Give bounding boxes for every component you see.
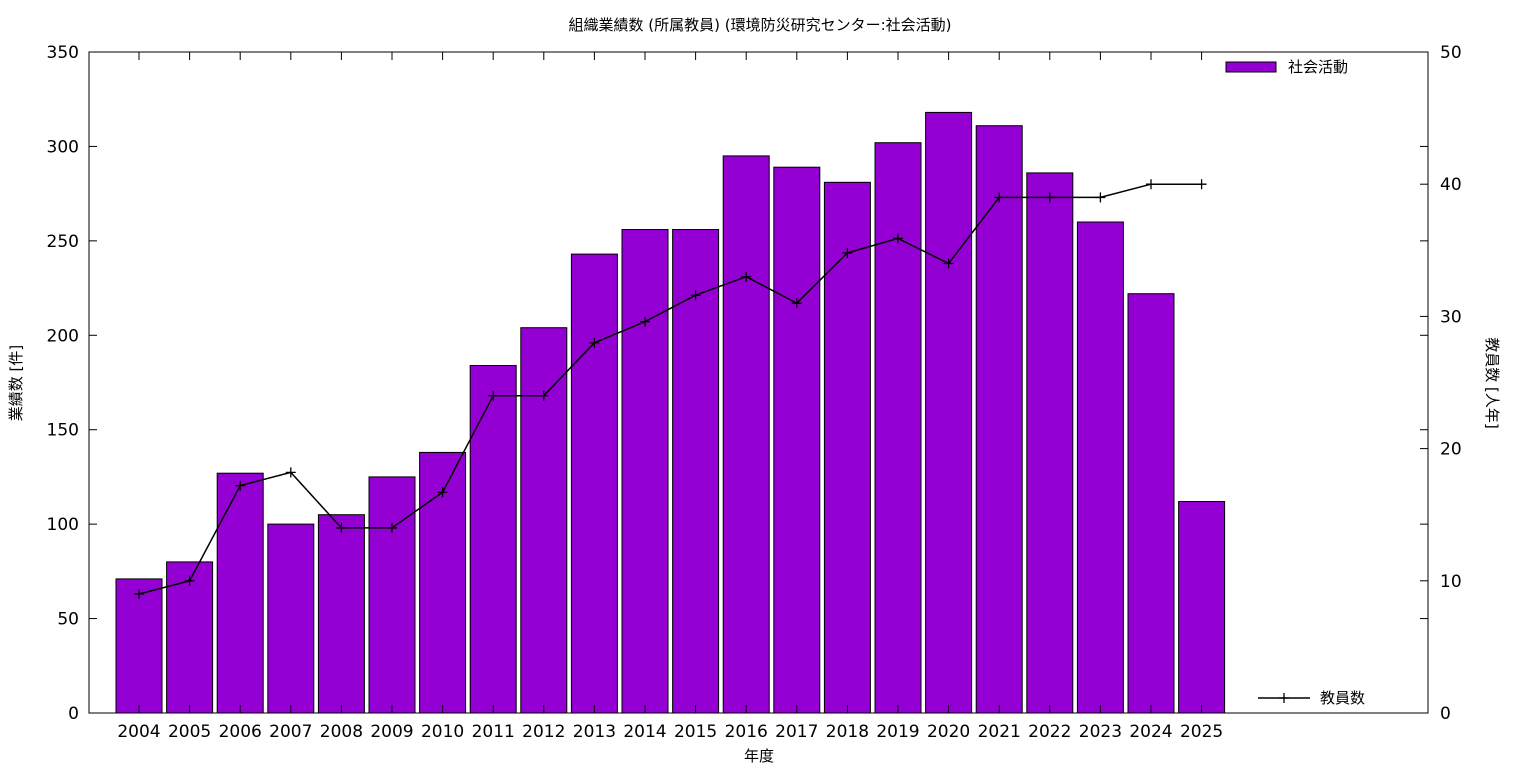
- y2-tick-label: 30: [1440, 307, 1462, 327]
- point-2014: [640, 316, 650, 327]
- x-tick-label: 2013: [573, 722, 616, 742]
- legend-bar-label: 社会活動: [1288, 58, 1348, 76]
- point-2010: [437, 487, 448, 498]
- line-teachers: [138, 183, 1202, 595]
- legend-line: 教員数: [1258, 689, 1365, 707]
- y2-tick-label: 0: [1440, 704, 1451, 724]
- point-2022: [1044, 192, 1055, 203]
- x-tick-label: 2008: [320, 722, 363, 742]
- x-tick-label: 2006: [219, 722, 262, 742]
- y-tick-label: 50: [57, 610, 79, 630]
- bar-2008: [317, 514, 365, 714]
- x-tick-label: 2005: [168, 722, 211, 742]
- bar-2013: [570, 253, 618, 714]
- bar-2024: [1127, 293, 1175, 714]
- bar-2023: [1076, 221, 1124, 714]
- x-tick-label: 2011: [472, 722, 515, 742]
- bar-2020: [925, 111, 973, 714]
- point-2004: [134, 589, 144, 600]
- x-tick-label: 2022: [1028, 722, 1071, 742]
- point-2024: [1146, 179, 1156, 190]
- line-series: [134, 179, 1207, 600]
- x-tick-label: 2021: [978, 722, 1021, 742]
- y-tick-label: 350: [47, 43, 79, 63]
- bar-2007: [267, 523, 315, 714]
- bar-series: [115, 111, 1226, 714]
- x-tick-label: 2018: [826, 722, 869, 742]
- bar-2025: [1178, 501, 1226, 714]
- x-tick-label: 2015: [674, 722, 717, 742]
- y-tick-label: 200: [47, 326, 79, 346]
- y-axis-label: 業績数 [件]: [7, 345, 25, 421]
- point-2018: [842, 247, 853, 258]
- x-axis-label: 年度: [744, 747, 774, 765]
- point-2019: [893, 233, 903, 244]
- x-tick-label: 2016: [725, 722, 768, 742]
- point-2017: [791, 298, 802, 309]
- point-2020: [943, 258, 954, 269]
- legend-line-label: 教員数: [1320, 689, 1365, 707]
- bar-2019: [874, 142, 922, 714]
- y2-axis-label: 教員数 [人年]: [1483, 337, 1501, 428]
- y-tick-label: 150: [47, 421, 79, 441]
- point-2023: [1095, 192, 1106, 203]
- x-tick-label: 2025: [1180, 722, 1223, 742]
- point-2009: [387, 522, 397, 533]
- point-2012: [538, 390, 549, 401]
- point-2007: [285, 467, 296, 478]
- x-tick-label: 2024: [1129, 722, 1172, 742]
- bar-2021: [975, 125, 1023, 714]
- plot-frame: [88, 51, 1429, 714]
- point-2015: [690, 290, 701, 301]
- chart-title: 組織業績数 (所属教員) (環境防災研究センター:社会活動): [568, 16, 951, 34]
- bar-2015: [672, 229, 720, 714]
- y2-tick-label: 40: [1440, 175, 1462, 195]
- y-axis-left: 0 50 100 150 200 250 300 350: [47, 43, 1428, 724]
- x-tick-label: 2014: [623, 722, 666, 742]
- x-tick-label: 2010: [421, 722, 464, 742]
- bar-2016: [722, 155, 770, 714]
- bar-2022: [1026, 172, 1074, 714]
- bar-2005: [166, 561, 214, 714]
- bar-2012: [520, 327, 568, 714]
- y2-tick-label: 50: [1440, 43, 1462, 63]
- legend-bar-swatch: [1225, 61, 1277, 73]
- x-tick-label: 2017: [775, 722, 818, 742]
- point-2025: [1196, 179, 1207, 190]
- point-2021: [994, 192, 1005, 203]
- bar-2014: [621, 229, 669, 714]
- y-tick-label: 0: [68, 704, 79, 724]
- legend-line-marker: [1279, 693, 1289, 703]
- point-2013: [589, 337, 600, 348]
- x-tick-label: 2019: [876, 722, 919, 742]
- x-tick-label: 2023: [1079, 722, 1122, 742]
- x-tick-label: 2012: [522, 722, 565, 742]
- y-tick-label: 250: [47, 232, 79, 252]
- y-tick-label: 300: [47, 137, 79, 157]
- x-tick-label: 2004: [117, 722, 160, 742]
- bar-2018: [823, 181, 871, 714]
- x-axis: 2004 2005 2006 2007 2008 2009 2010 2011 2012 2013…: [117, 52, 1223, 742]
- point-2005: [184, 575, 195, 586]
- x-tick-label: 2007: [269, 722, 312, 742]
- y-axis-right: 0 10 20 30 40 50: [1420, 43, 1462, 724]
- bar-2017: [773, 166, 821, 714]
- point-2006: [235, 480, 246, 491]
- bar-2006: [216, 472, 264, 714]
- point-2008: [336, 522, 347, 533]
- bar-2011: [469, 365, 517, 714]
- x-tick-label: 2020: [927, 722, 970, 742]
- y-tick-label: 100: [47, 515, 79, 535]
- y2-tick-label: 20: [1440, 440, 1462, 460]
- bar-2009: [368, 476, 416, 714]
- x-tick-label: 2009: [370, 722, 413, 742]
- point-2011: [488, 390, 499, 401]
- legend-bar: 社会活動: [1225, 58, 1348, 76]
- point-2016: [741, 271, 752, 282]
- y2-tick-label: 10: [1440, 572, 1462, 592]
- bar-2004: [115, 578, 163, 714]
